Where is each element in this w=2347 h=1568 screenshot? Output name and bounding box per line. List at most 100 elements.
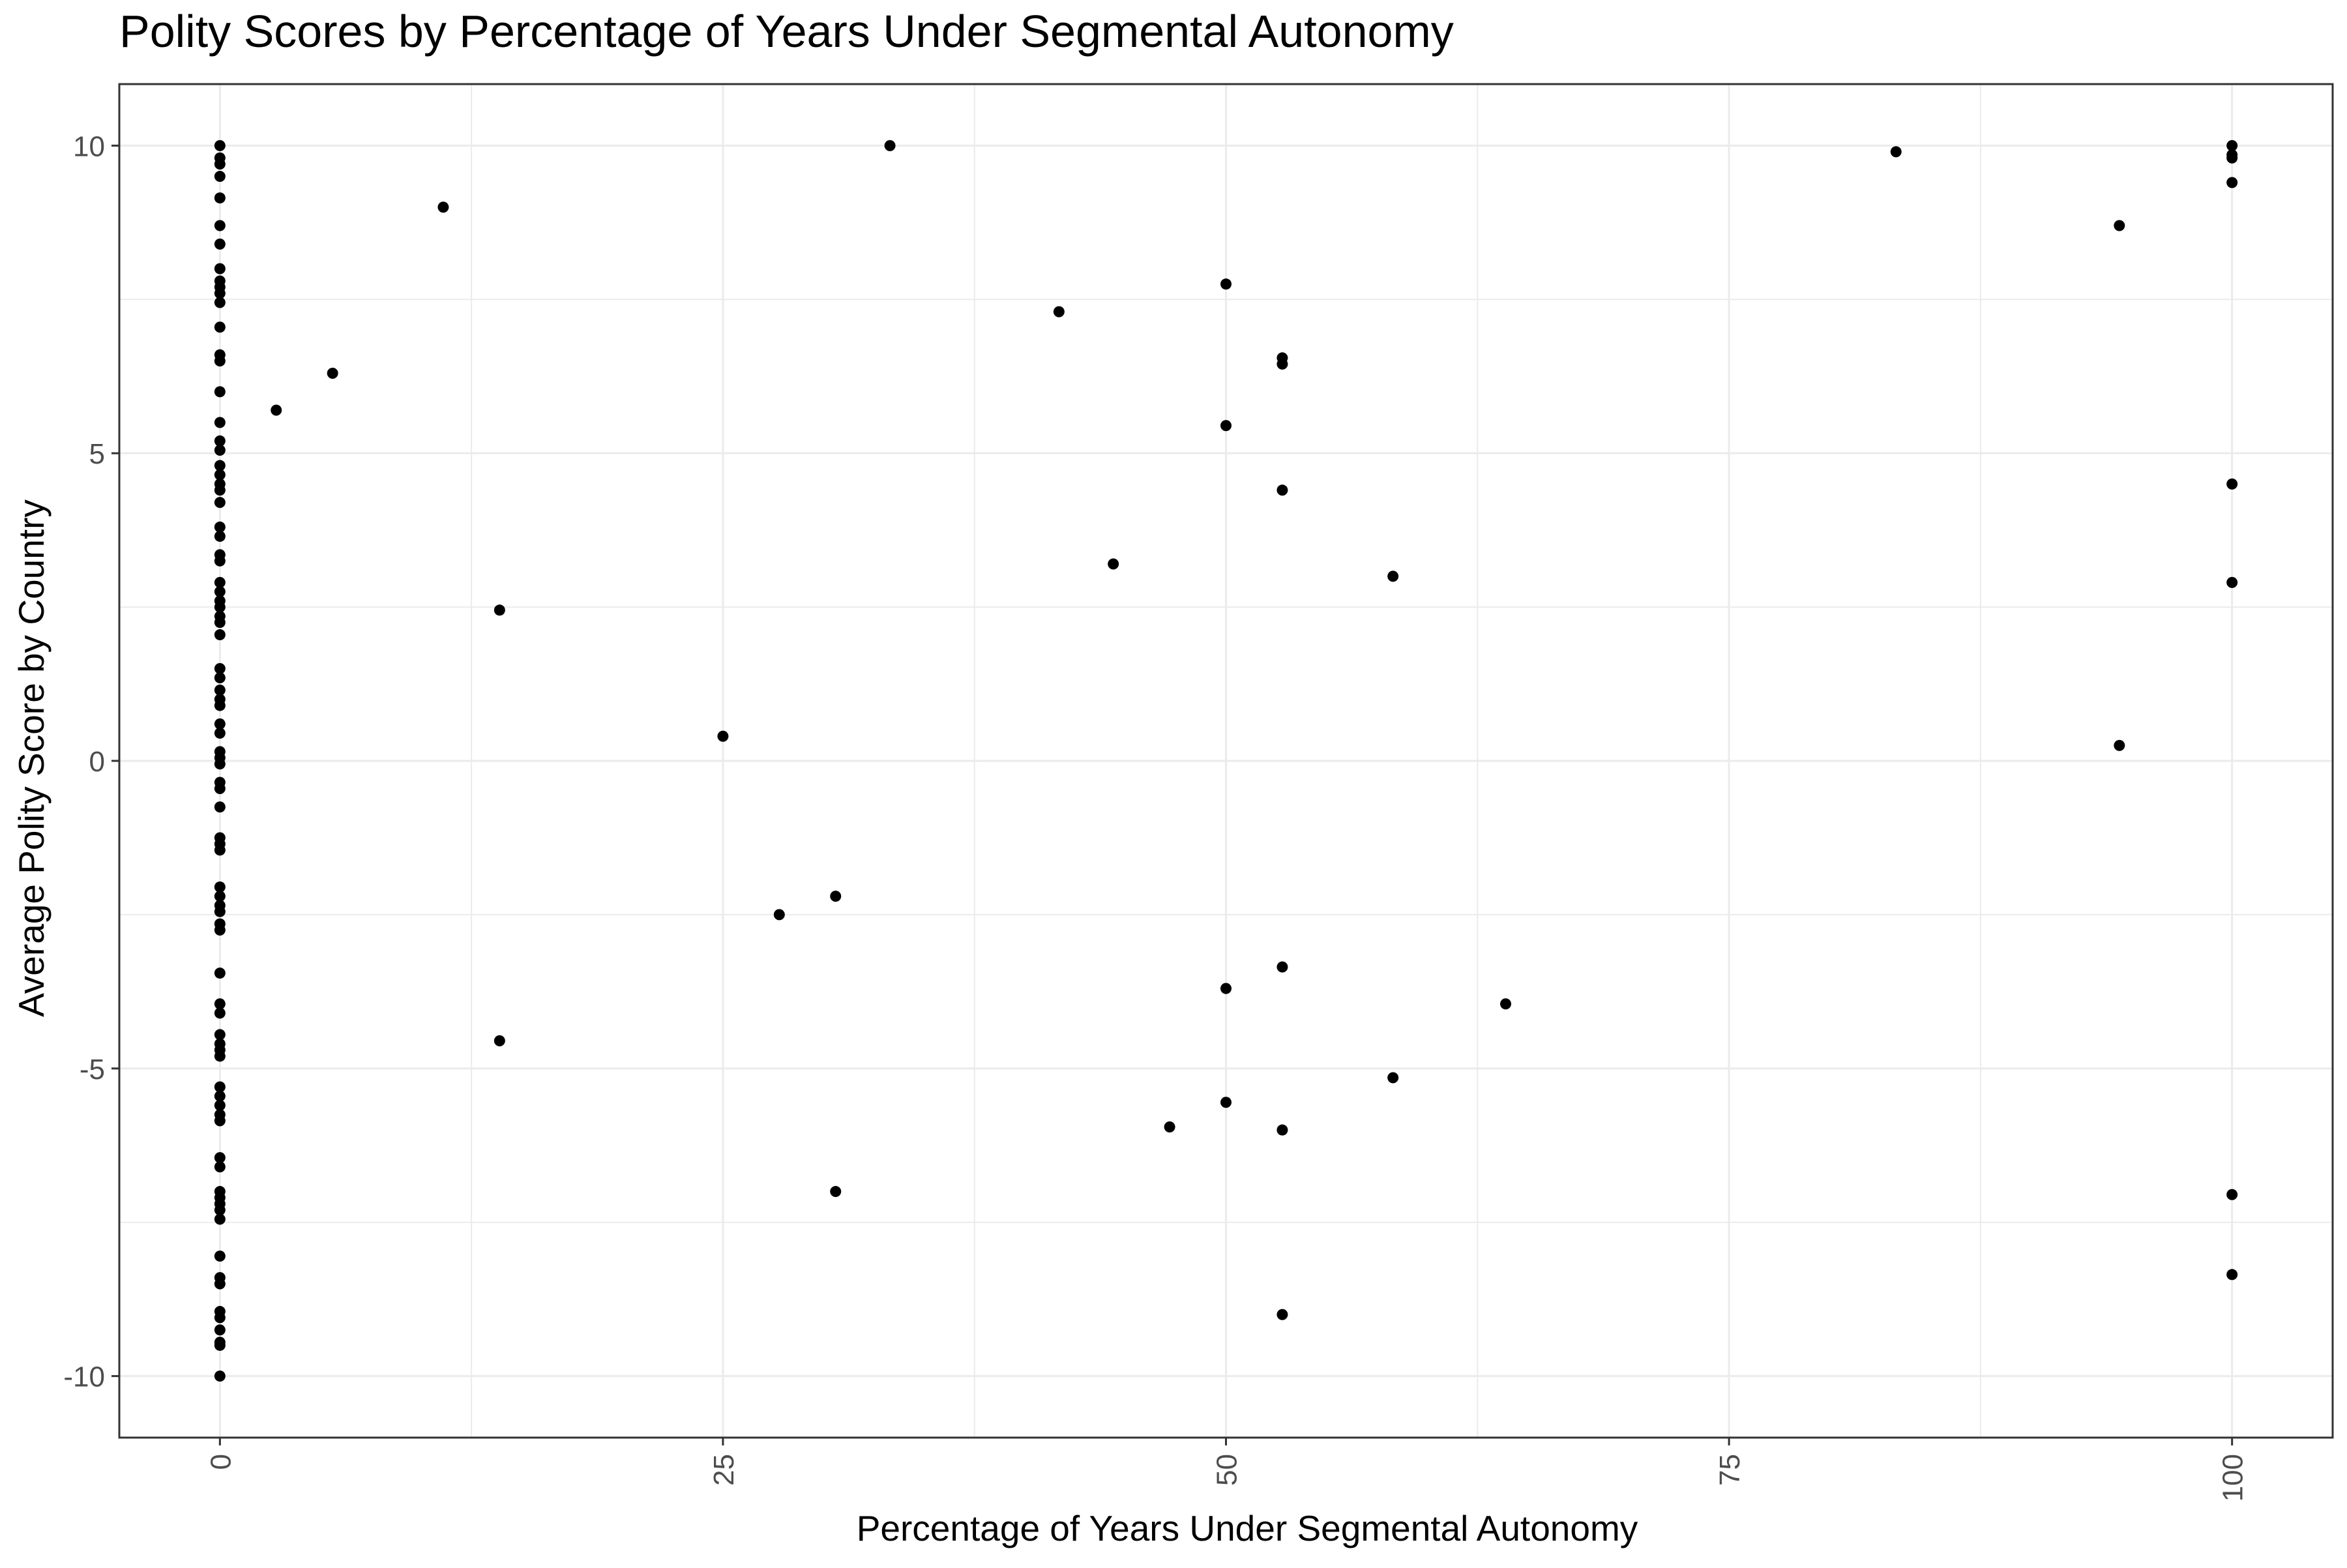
data-point	[214, 576, 226, 588]
y-tick-label: 5	[89, 438, 105, 470]
data-point	[2226, 177, 2238, 188]
data-point	[2114, 739, 2125, 751]
x-axis-label: Percentage of Years Under Segmental Auto…	[857, 1508, 1638, 1548]
data-point	[1277, 1309, 1288, 1320]
data-point	[2226, 478, 2238, 490]
data-point	[214, 998, 226, 1010]
data-point	[214, 1050, 226, 1062]
data-point	[214, 444, 226, 456]
data-point	[1277, 961, 1288, 973]
data-point	[214, 1250, 226, 1262]
data-point	[1220, 1097, 1232, 1108]
y-tick-label: 0	[89, 746, 105, 778]
data-point	[214, 1213, 226, 1225]
data-point	[214, 484, 226, 496]
data-point	[1108, 558, 1119, 570]
data-point	[2226, 1189, 2238, 1200]
data-point	[1277, 484, 1288, 496]
chart-title: Polity Scores by Percentage of Years Und…	[119, 6, 1454, 57]
data-point	[214, 601, 226, 613]
x-tick-label: 0	[205, 1454, 237, 1470]
data-point	[214, 1007, 226, 1019]
data-point	[773, 909, 785, 921]
x-tick-label: 75	[1714, 1454, 1746, 1486]
data-point	[830, 1186, 842, 1198]
data-point	[214, 321, 226, 333]
data-point	[214, 497, 226, 509]
data-point	[214, 844, 226, 856]
data-point	[214, 1152, 226, 1164]
data-point	[214, 220, 226, 231]
data-point	[214, 617, 226, 629]
data-point	[214, 718, 226, 730]
data-point	[1220, 420, 1232, 432]
data-point	[214, 1081, 226, 1093]
data-point	[214, 1278, 226, 1290]
data-point	[214, 158, 226, 170]
data-point	[2226, 1269, 2238, 1280]
data-point	[494, 604, 505, 616]
y-axis-label: Average Polity Score by Country	[11, 499, 52, 1017]
data-point	[214, 662, 226, 674]
data-point	[214, 531, 226, 542]
data-point	[214, 171, 226, 183]
data-point	[214, 386, 226, 398]
data-point	[214, 1324, 226, 1336]
data-point	[214, 288, 226, 299]
data-point	[214, 906, 226, 917]
data-point	[214, 1090, 226, 1102]
data-point	[214, 629, 226, 641]
data-point	[214, 521, 226, 533]
y-tick-label: -5	[80, 1054, 105, 1086]
data-point	[327, 368, 338, 379]
data-point	[1890, 146, 1902, 158]
data-point	[1277, 358, 1288, 370]
data-point	[214, 801, 226, 813]
data-point	[214, 728, 226, 739]
data-point	[1387, 570, 1399, 582]
data-point	[214, 1099, 226, 1111]
data-point	[214, 1204, 226, 1216]
data-point	[1220, 278, 1232, 290]
data-points	[214, 140, 2238, 1382]
x-tick-label: 50	[1211, 1454, 1243, 1486]
grid-lines	[119, 84, 2333, 1438]
data-point	[717, 730, 729, 742]
data-point	[437, 201, 449, 213]
x-tick-label: 25	[708, 1454, 740, 1486]
data-point	[214, 1370, 226, 1382]
data-point	[1164, 1121, 1175, 1132]
data-point	[214, 1115, 226, 1127]
data-point	[214, 469, 226, 481]
data-point	[214, 891, 226, 902]
data-point	[214, 1161, 226, 1173]
data-point	[2114, 220, 2125, 231]
data-point	[214, 1029, 226, 1041]
data-point	[214, 1339, 226, 1351]
x-tick-label: 100	[2217, 1454, 2249, 1501]
data-point	[214, 700, 226, 711]
data-point	[214, 925, 226, 936]
y-tick-label: -10	[63, 1361, 105, 1393]
data-point	[2226, 152, 2238, 164]
data-point	[214, 435, 226, 447]
data-point	[884, 140, 896, 151]
data-point	[214, 417, 226, 428]
data-point	[214, 586, 226, 597]
data-point	[214, 355, 226, 367]
data-point	[214, 263, 226, 274]
data-point	[271, 404, 282, 416]
data-point	[1277, 1124, 1288, 1136]
data-point	[214, 758, 226, 770]
data-point	[214, 672, 226, 684]
data-point	[1387, 1072, 1399, 1084]
data-point	[830, 891, 842, 902]
data-point	[214, 140, 226, 151]
data-point	[214, 684, 226, 696]
data-point	[214, 1312, 226, 1324]
y-tick-label: 10	[73, 130, 105, 162]
data-point	[214, 460, 226, 471]
